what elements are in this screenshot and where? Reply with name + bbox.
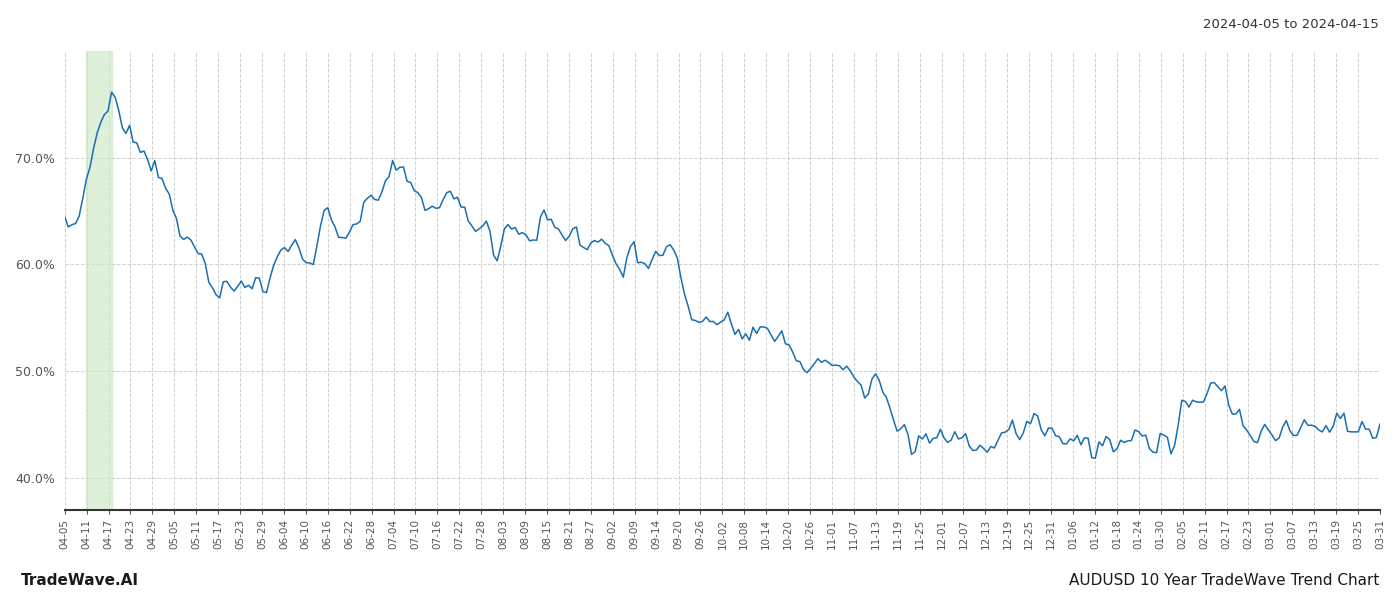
Text: TradeWave.AI: TradeWave.AI xyxy=(21,573,139,588)
Text: AUDUSD 10 Year TradeWave Trend Chart: AUDUSD 10 Year TradeWave Trend Chart xyxy=(1068,573,1379,588)
Bar xyxy=(87,51,112,510)
Text: 2024-04-05 to 2024-04-15: 2024-04-05 to 2024-04-15 xyxy=(1203,18,1379,31)
